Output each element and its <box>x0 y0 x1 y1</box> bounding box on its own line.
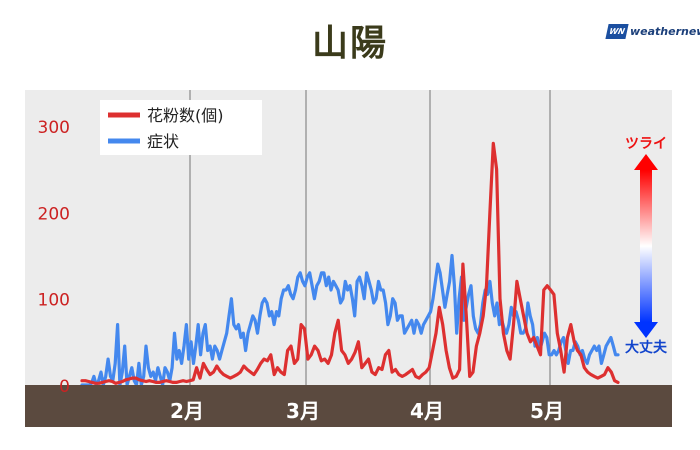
symptom-series-line <box>80 253 620 387</box>
weathernews-logo: WN weathernews <box>605 22 700 40</box>
month-tick-label: 2月 <box>170 399 204 423</box>
series-lines <box>80 141 620 387</box>
scale-arrow-up-icon <box>634 154 658 170</box>
month-tick-label: 3月 <box>286 399 320 423</box>
legend-label-symptom: 症状 <box>147 132 179 151</box>
y-tick-label: 300 <box>38 118 70 138</box>
legend-label-pollen: 花粉数(個) <box>147 106 224 125</box>
x-axis-month-ticks: 2月 3月 4月 5月 <box>170 399 564 423</box>
month-tick-label: 4月 <box>410 399 444 423</box>
scale-gradient-bar <box>640 170 652 322</box>
month-axis-band <box>25 385 672 427</box>
pollen-series-line <box>80 141 620 385</box>
scale-label-daijoubu: 大丈夫 <box>625 339 668 356</box>
page-title: 山陽 <box>311 23 388 64</box>
legend-box <box>100 100 262 155</box>
legend: 花粉数(個) 症状 <box>100 100 262 155</box>
y-axis-ticks: 0 100 200 300 <box>38 118 70 397</box>
y-tick-label: 0 <box>59 377 70 397</box>
y-tick-label: 100 <box>38 291 70 311</box>
symptom-scale: ツライ 大丈夫 <box>625 136 668 356</box>
month-tick-label: 5月 <box>530 399 564 423</box>
scale-label-tsurai: ツライ <box>625 136 667 152</box>
y-tick-label: 200 <box>38 204 70 224</box>
weathernews-logo-text: weathernews <box>630 24 700 38</box>
scale-arrow-down-icon <box>634 322 658 338</box>
